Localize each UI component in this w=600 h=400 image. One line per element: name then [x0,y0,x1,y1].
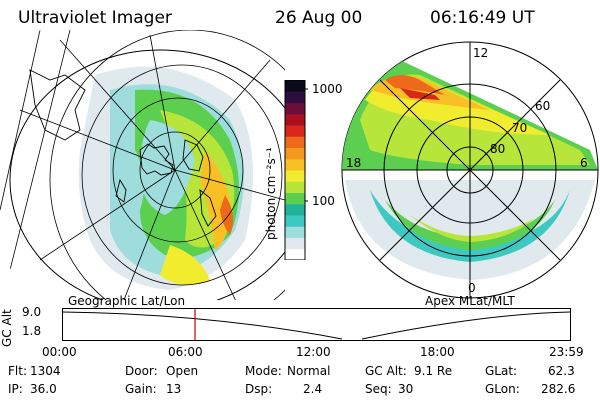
door-label: Door: [125,364,158,378]
dsp-value: 2.4 [303,382,323,396]
colorbar-band [285,102,305,115]
altitude-xtick-1800: 18:00 [420,345,455,359]
geographic-projection-label: Geographic Lat/Lon [68,294,186,308]
mlat-label-70: 70 [512,121,527,135]
colorbar-band [285,91,305,103]
dsp-label: Dsp: [245,382,273,396]
altitude-xtick-2359: 23:59 [549,345,584,359]
mlat-label-60: 60 [535,99,550,113]
ip-label: IP: [8,382,23,396]
colorbar-band [285,170,305,182]
mlt-label-6: 6 [580,156,588,170]
colorbar-band [285,192,305,205]
colorbar-band [285,237,305,250]
glon-label: GLon: [485,382,520,396]
colorbar-tick-1000: 1000 [312,82,343,96]
time-label: 06:16:49 UT [430,8,535,28]
altitude-xtick-0600: 06:00 [168,345,203,359]
altitude-ylabel: GC Alt [0,309,14,347]
colorbar-band [285,136,305,148]
mode-label: Mode: [245,364,282,378]
geographic-auroral-image [0,30,285,300]
seq-value: 30 [398,382,414,396]
door-value: Open [166,364,199,378]
colorbar-tick-100: 100 [312,194,335,208]
colorbar-band [285,203,305,216]
colorbar-band [285,226,305,238]
colorbar-band [285,181,305,193]
apex-projection-label: Apex MLat/MLT [425,294,515,308]
gc-alt-value: 9.1 Re [414,364,453,378]
coastlines [115,139,217,227]
colorbar-band [285,80,305,92]
colorbar-band [285,125,305,137]
mlt-label-0: 0 [468,281,476,295]
altitude-curve [62,311,571,340]
ip-value: 36.0 [30,382,57,396]
colorbar-band [285,158,305,171]
gain-value: 13 [166,382,182,396]
colorbar-band [285,147,305,160]
gain-label: Gain: [125,382,157,396]
colorbar [284,80,308,260]
altitude-ytick-low: 1.8 [22,324,42,338]
altitude-plot [62,308,571,341]
colorbar-unit-label: photon cm⁻²s⁻¹ [264,147,278,240]
altitude-xtick-1200: 12:00 [296,345,331,359]
instrument-title: Ultraviolet Imager [18,8,172,28]
glon-value: 282.6 [541,382,576,396]
gc-alt-label: GC Alt: [365,364,407,378]
mlt-label-12: 12 [473,46,488,60]
flt-value: 1304 [30,364,61,378]
apex-polar-plot: 12 18 6 0 60 70 80 [341,41,599,299]
altitude-ytick-high: 9.0 [22,305,42,319]
glat-label: GLat: [485,364,518,378]
altitude-xtick-0000: 00:00 [42,345,77,359]
colorbar-band [285,215,305,227]
mode-value: Normal [287,364,331,378]
colorbar-band [285,113,305,126]
seq-label: Seq: [365,382,392,396]
flt-label: Flt: [8,364,27,378]
colorbar-band [285,248,305,260]
mlt-label-18: 18 [346,156,361,170]
glat-value: 62.3 [548,364,575,378]
mlat-label-80: 80 [490,142,505,156]
date-label: 26 Aug 00 [275,8,363,28]
